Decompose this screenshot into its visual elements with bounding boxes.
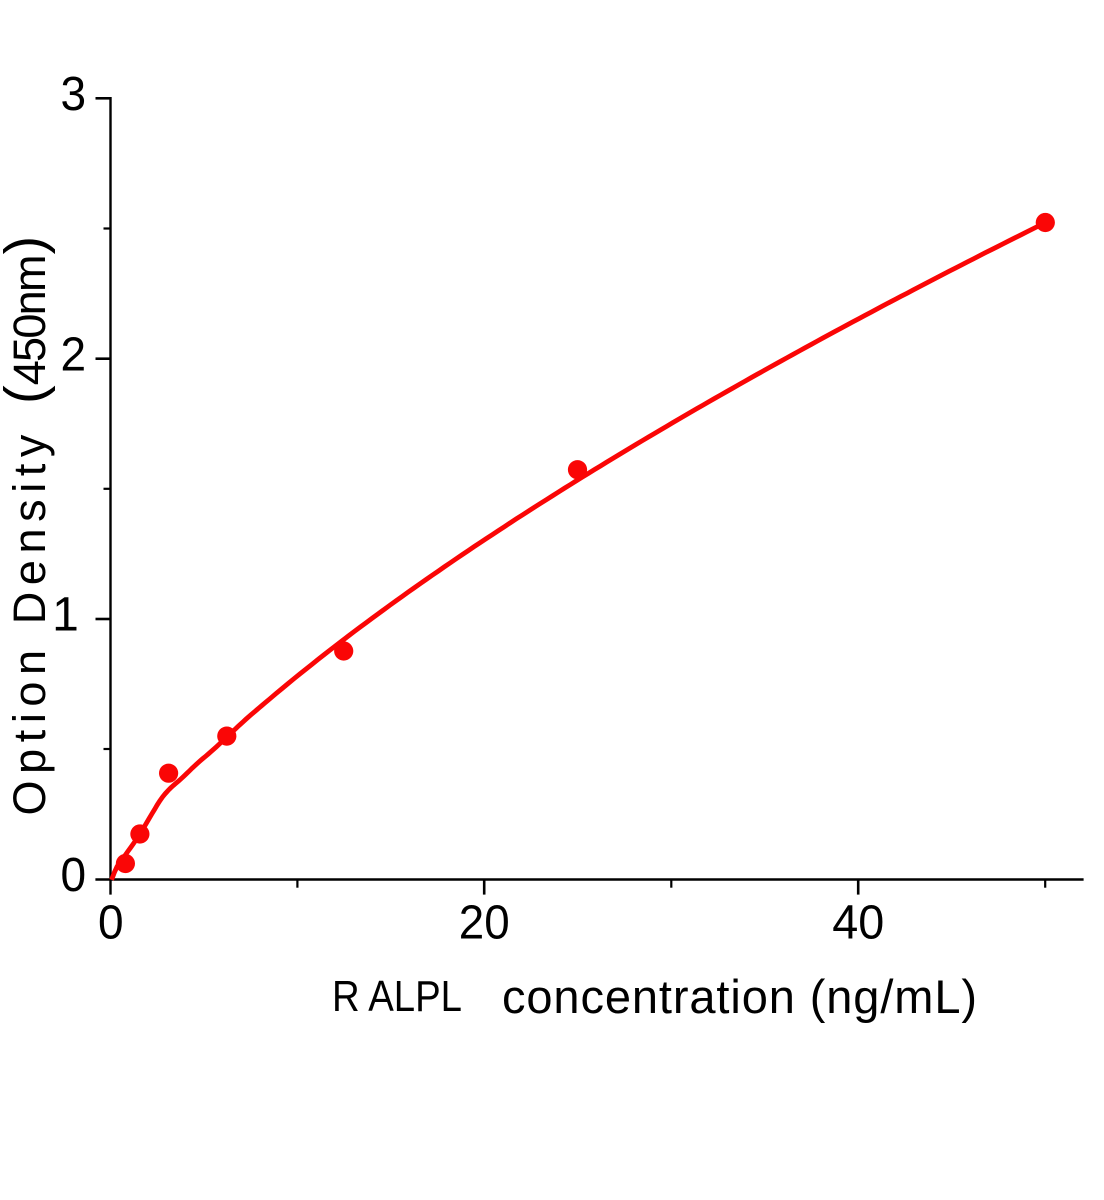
svg-text:40: 40 [832,897,884,950]
svg-text:2: 2 [61,328,87,381]
svg-text:0: 0 [61,849,87,902]
svg-text:concentration (ng/mL): concentration (ng/mL) [502,970,977,1023]
svg-text:20: 20 [459,897,510,950]
svg-text:3: 3 [61,68,87,121]
svg-text:R ALPL: R ALPL [332,972,462,1021]
svg-text:0: 0 [98,897,124,950]
svg-text:1: 1 [52,589,79,642]
svg-text:Option Density(450nm): Option Density(450nm) [0,236,55,816]
